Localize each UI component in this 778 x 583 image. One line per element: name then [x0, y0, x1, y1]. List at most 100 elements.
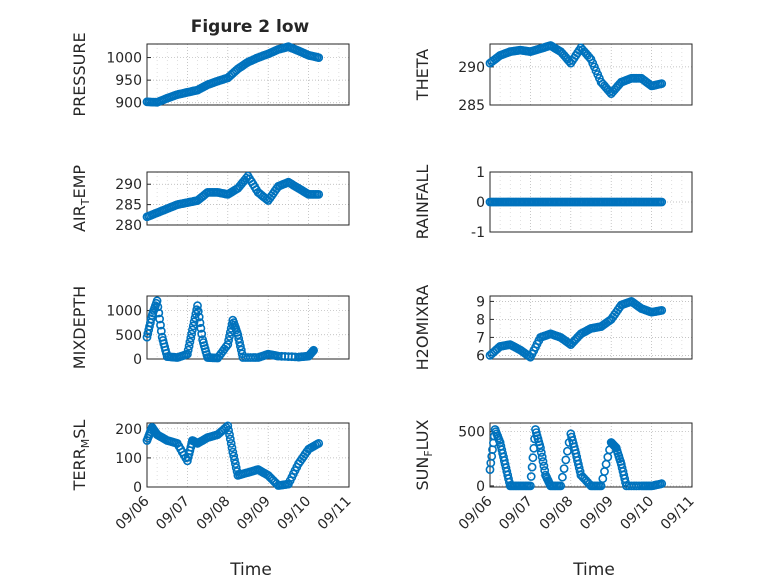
data-point	[527, 462, 537, 472]
data-point	[559, 464, 569, 473]
data-point	[189, 317, 199, 327]
data-point	[224, 425, 233, 435]
y-tick-label: 0	[476, 479, 485, 495]
data-point	[230, 455, 239, 465]
data-point	[152, 296, 162, 306]
data-point	[536, 448, 546, 457]
y-tick-label: 285	[458, 98, 485, 114]
y-axis-label: THETA	[413, 49, 432, 101]
data-point	[230, 459, 240, 469]
axes-box	[146, 43, 350, 106]
y-tick-label: 500	[458, 425, 485, 441]
y-axis-label: AIRTEMP	[70, 165, 92, 232]
data-point	[146, 314, 156, 324]
data-point	[186, 333, 196, 343]
y-axis-label: SUNFLUX	[413, 419, 435, 490]
y-tick-label: -1	[471, 225, 485, 241]
y-tick-label: 1000	[106, 304, 142, 320]
data-point	[227, 443, 237, 453]
y-axis-label: MIXDEPTH	[70, 286, 89, 369]
y-tick-label: 6	[476, 348, 485, 364]
y-axis-label: TERRMSL	[70, 420, 92, 492]
y-axis-label: H2OMIXRA	[413, 285, 432, 371]
data-point	[194, 312, 204, 322]
data-point	[314, 189, 324, 199]
data-point	[153, 302, 163, 312]
y-tick-label: 9	[476, 294, 485, 310]
y-tick-label: 200	[115, 422, 142, 438]
figure-title: Figure 2 low	[191, 17, 310, 37]
data-point	[224, 335, 233, 345]
data-point	[657, 305, 667, 315]
y-axis-label: PRESSURE	[70, 32, 89, 116]
y-tick-label: 8	[476, 312, 485, 328]
data-point	[184, 341, 194, 351]
data-point	[537, 452, 547, 462]
y-tick-label: 7	[476, 330, 485, 346]
y-tick-label: 100	[115, 451, 142, 467]
data-point	[193, 306, 203, 316]
y-tick-label: 290	[458, 60, 485, 76]
data-point	[526, 481, 535, 491]
data-point	[154, 308, 164, 318]
data-point	[528, 453, 538, 463]
data-point	[536, 443, 545, 453]
data-point	[556, 481, 566, 491]
y-tick-label: 1000	[106, 51, 142, 67]
data-point	[193, 301, 202, 311]
data-point	[314, 438, 324, 448]
data-point	[223, 421, 233, 431]
y-tick-label: 0	[476, 195, 485, 211]
data-point	[225, 430, 234, 439]
data-point	[228, 447, 238, 457]
data-point	[605, 87, 614, 97]
y-tick-label: 0	[133, 480, 142, 496]
data-point	[314, 53, 324, 62]
data-point	[226, 438, 236, 448]
axes-box	[489, 295, 693, 360]
data-point	[538, 457, 548, 466]
data-point	[558, 472, 567, 482]
axes-box	[146, 422, 350, 488]
y-tick-label: 500	[115, 328, 142, 344]
data-point	[564, 338, 574, 348]
data-point	[231, 463, 241, 472]
data-point	[155, 314, 164, 324]
data-point	[183, 345, 193, 355]
time-label-left: Time	[229, 560, 272, 580]
data-point	[185, 337, 195, 347]
subplot-theta: 285 290 THETA	[413, 41, 693, 114]
data-point	[182, 349, 192, 359]
y-tick-label: 290	[115, 177, 142, 193]
data-point	[196, 323, 206, 333]
subplot-h2omixra: 6 7 8 9 H2OMIXRA	[413, 285, 693, 371]
data-point	[192, 305, 202, 315]
data-point	[561, 455, 571, 465]
axes-box	[146, 295, 350, 360]
y-tick-label: 1	[476, 165, 485, 181]
data-point	[657, 479, 667, 489]
data-point	[187, 325, 197, 335]
data-point	[526, 472, 536, 481]
y-tick-label: 280	[115, 218, 142, 234]
y-axis-label: RAINFALL	[413, 165, 432, 240]
subplot-rainfall: -1 0 1 RAINFALL	[413, 165, 693, 241]
data-point	[156, 326, 166, 336]
data-point	[539, 461, 549, 471]
subplot-air: 280 285 290 AIRTEMP	[70, 165, 350, 234]
y-tick-label: 285	[115, 198, 142, 214]
y-tick-label: 900	[115, 96, 142, 112]
time-label-right: Time	[572, 560, 615, 580]
data-point	[187, 329, 196, 339]
data-point	[657, 79, 667, 88]
data-point	[225, 434, 235, 444]
data-point	[156, 320, 165, 330]
data-point	[225, 331, 234, 341]
y-tick-label: 950	[115, 73, 142, 89]
data-point	[223, 340, 233, 349]
data-point	[229, 451, 239, 461]
plot-area	[147, 296, 349, 359]
data-point	[309, 345, 318, 355]
